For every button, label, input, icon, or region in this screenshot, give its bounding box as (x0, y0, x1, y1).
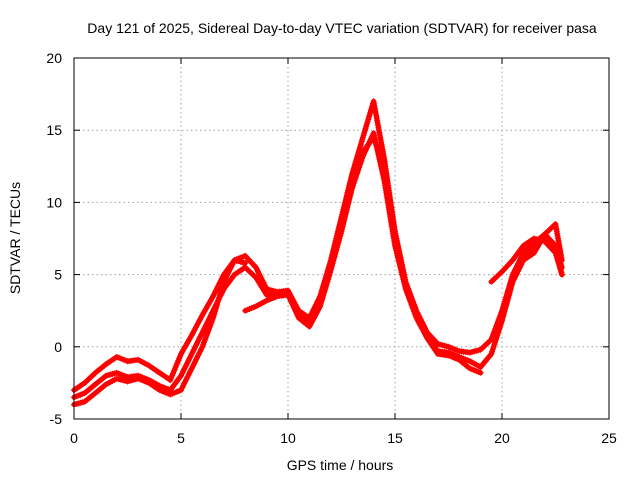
satellite-track-4 (242, 130, 484, 376)
y-tick-label: 0 (54, 339, 62, 355)
x-tick-label: 5 (177, 430, 185, 446)
x-tick-label: 20 (494, 430, 510, 446)
plot-frame (73, 57, 610, 420)
y-tick-label: 10 (46, 194, 62, 210)
satellite-track-6 (509, 221, 565, 278)
y-tick-label: 15 (46, 122, 62, 138)
x-tick-label: 10 (280, 430, 296, 446)
x-tick-label: 0 (70, 430, 78, 446)
y-axis-label: SDTVAR / TECUs (7, 182, 23, 294)
satellite-track-6-markers (509, 221, 565, 278)
tick-layer: 0 5 10 15 20 25 -5 0 5 10 15 20 (46, 50, 617, 446)
x-tick-label: 15 (387, 430, 403, 446)
chart-title: Day 121 of 2025, Sidereal Day-to-day VTE… (87, 20, 597, 36)
x-axis-label: GPS time / hours (287, 457, 394, 473)
satellite-track-4-markers (242, 130, 484, 376)
satellite-track-5 (488, 235, 565, 285)
satellite-track-4-trace (242, 130, 484, 376)
y-tick-label: 5 (54, 267, 62, 283)
x-tick-label: 25 (601, 430, 617, 446)
y-tick-label: -5 (50, 411, 63, 427)
y-tick-label: 20 (46, 50, 62, 66)
series-layer (71, 98, 565, 408)
satellite-track-2-trace (71, 134, 565, 400)
satellite-track-5-markers (488, 235, 565, 285)
